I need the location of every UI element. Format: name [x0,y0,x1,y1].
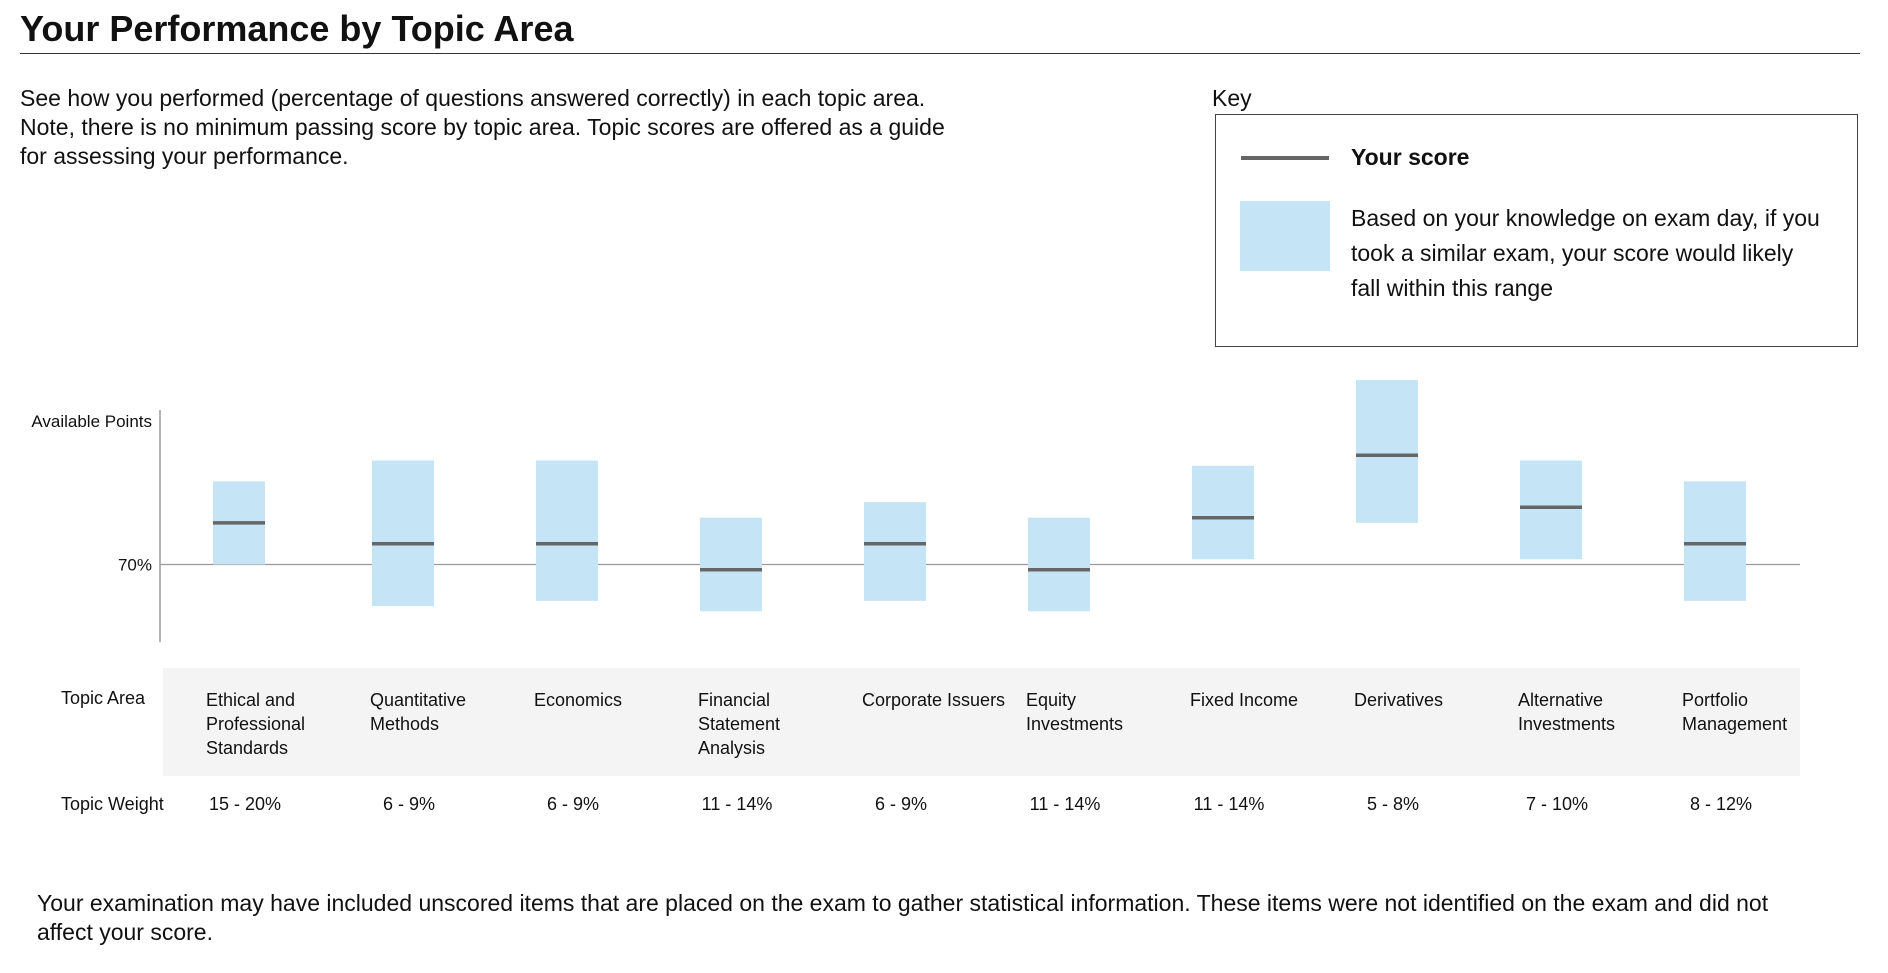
title-divider [20,53,1860,54]
topic-weight-5: 6 - 9% [874,794,928,814]
key-heading: Key [1212,85,1252,111]
key-score-label: Your score [1351,144,1470,170]
intro-text: See how you performed (percentage of que… [20,85,945,169]
key-score-line-swatch [1241,156,1329,160]
range-box-4 [700,517,762,612]
range-box-3 [536,460,598,601]
topic-weight-3: 6 - 9% [546,794,600,814]
page-title: Your Performance by Topic Area [20,8,574,49]
topic-weight-4: 11 - 14% [701,794,773,814]
topic-weight-8: 5 - 8% [1366,794,1420,814]
topic-weight-1: 15 - 20% [208,794,282,814]
range-box-7 [1192,465,1254,560]
topic-weight-7: 11 - 14% [1193,794,1265,814]
topic-name-1: Ethical and Professional Standards [206,690,306,758]
topic-weight-2: 6 - 9% [382,794,436,814]
topic-weight-label: Topic Weight [61,794,164,814]
topic-weight-9: 7 - 10% [1525,794,1589,814]
range-box-10 [1684,481,1746,601]
key-legend: Your score Based on your knowledge on ex… [1215,114,1858,347]
topic-name-9: Alternative Investments [1518,690,1616,734]
range-box-9 [1520,460,1582,560]
topic-name-2: Quantitative Methods [370,690,467,734]
topic-weight-10: 8 - 12% [1689,794,1753,814]
topic-weight-6: 11 - 14% [1029,794,1101,814]
topic-area-label: Topic Area [61,688,146,708]
topic-area-band [163,668,1800,776]
topic-name-10: Portfolio Management [1682,690,1788,734]
topic-name-3: Economics [534,690,623,710]
range-box-2 [372,460,434,607]
topic-name-5: Corporate Issuers [862,690,1006,710]
topic-name-8: Derivatives [1354,690,1444,710]
range-box-8 [1356,380,1418,523]
range-box-6 [1028,517,1090,612]
y-axis-label: Available Points [31,412,152,431]
range-box-5 [864,502,926,601]
topic-name-4: Financial Statement Analysis [698,690,781,758]
footnote: Your examination may have included unsco… [37,890,1769,945]
topic-name-6: Equity Investments [1026,690,1124,734]
key-range-swatch [1240,201,1330,271]
y-tick-label-70: 70% [118,556,152,575]
key-range-label: Based on your knowledge on exam day, if … [1351,205,1820,301]
topic-name-7: Fixed Income [1190,690,1299,710]
